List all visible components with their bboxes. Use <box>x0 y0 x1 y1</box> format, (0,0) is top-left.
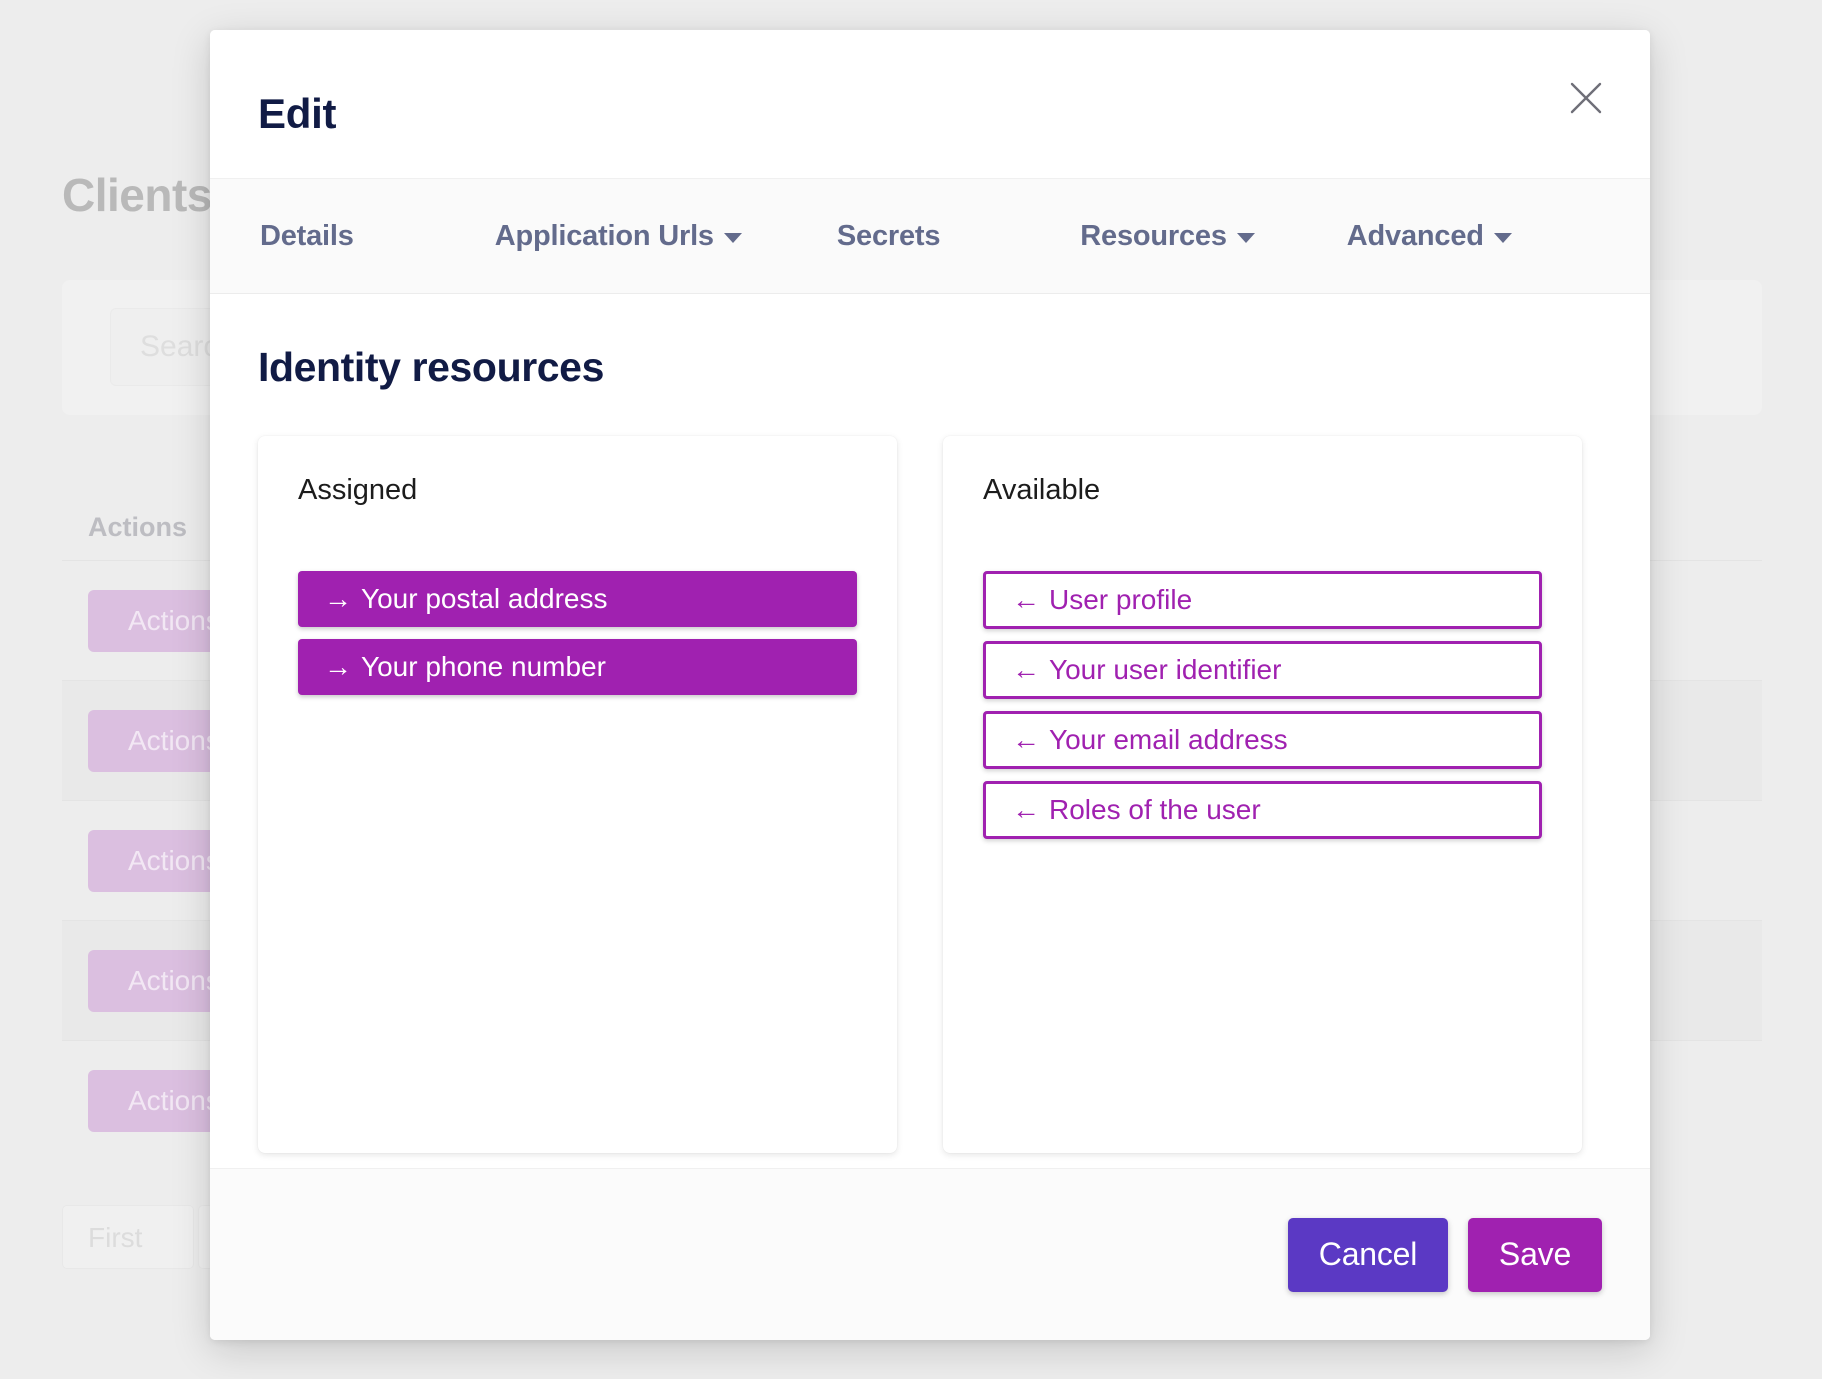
available-item-your-user-identifier[interactable]: ← Your user identifier <box>983 641 1542 699</box>
chevron-down-icon <box>723 233 742 243</box>
available-item-label: User profile <box>1049 584 1193 615</box>
arrow-right-icon: → <box>324 651 352 682</box>
arrow-left-icon: ← <box>1012 654 1040 685</box>
available-item-label: Your email address <box>1049 724 1288 755</box>
available-item-label: Your user identifier <box>1049 654 1282 685</box>
pagination-first-button[interactable] <box>62 1205 194 1269</box>
modal-footer: Cancel Save <box>210 1168 1650 1340</box>
assigned-list: → Your postal address → Your phone numbe… <box>298 571 857 695</box>
assigned-item-your-postal-address[interactable]: → Your postal address <box>298 571 857 627</box>
assigned-item-label: Your postal address <box>361 583 608 614</box>
available-item-roles-of-the-user[interactable]: ← Roles of the user <box>983 781 1542 839</box>
assigned-item-label: Your phone number <box>361 651 606 682</box>
assigned-panel: Assigned → Your postal address → Your ph… <box>258 436 897 1153</box>
resource-panels: Assigned → Your postal address → Your ph… <box>258 436 1602 1153</box>
chevron-down-icon <box>1236 233 1255 243</box>
row-actions-label: Actions <box>128 845 220 876</box>
cancel-button[interactable]: Cancel <box>1288 1217 1448 1292</box>
modal-title: Edit <box>258 90 337 137</box>
background-page-title: Clients <box>62 169 212 221</box>
tab-resources[interactable]: Resources <box>1080 220 1255 253</box>
modal-tabbar: Details Application Urls Secrets Resourc… <box>210 178 1650 294</box>
assigned-item-your-phone-number[interactable]: → Your phone number <box>298 639 857 695</box>
arrow-left-icon: ← <box>1012 724 1040 755</box>
available-list: ← User profile ← Your user identifier ← … <box>983 571 1542 839</box>
tab-details-label: Details <box>260 219 354 252</box>
row-actions-label: Actions <box>128 725 220 756</box>
available-item-your-email-address[interactable]: ← Your email address <box>983 711 1542 769</box>
save-button[interactable]: Save <box>1468 1217 1602 1292</box>
chevron-down-icon <box>1493 233 1512 243</box>
pagination-first-label: First <box>88 1222 143 1253</box>
modal-header: Edit <box>210 30 1650 178</box>
available-panel-title: Available <box>983 474 1101 506</box>
tab-secrets[interactable]: Secrets <box>836 219 941 253</box>
page-title: Identity resources <box>258 344 604 390</box>
tab-advanced-label: Advanced <box>1346 219 1484 252</box>
tab-advanced[interactable]: Advanced <box>1347 220 1512 253</box>
available-item-label: Roles of the user <box>1049 794 1261 825</box>
edit-modal: Edit Details Application Urls Secrets Re… <box>210 30 1650 1340</box>
tab-details[interactable]: Details <box>260 220 354 253</box>
available-item-user-profile[interactable]: ← User profile <box>983 571 1542 629</box>
tab-application-urls-label: Application Urls <box>494 219 714 252</box>
table-column-header-actions: Actions <box>88 512 188 542</box>
tab-secrets-label: Secrets <box>836 219 941 252</box>
available-panel: Available ← User profile ← Your user ide… <box>943 436 1582 1153</box>
assigned-panel-title: Assigned <box>298 474 418 506</box>
arrow-right-icon: → <box>324 583 352 614</box>
arrow-left-icon: ← <box>1012 794 1040 825</box>
close-icon[interactable] <box>1560 72 1612 124</box>
row-actions-label: Actions <box>128 965 220 996</box>
tab-application-urls[interactable]: Application Urls <box>495 220 742 253</box>
arrow-left-icon: ← <box>1012 584 1040 615</box>
row-actions-label: Actions <box>128 1085 220 1116</box>
row-actions-label: Actions <box>128 605 220 636</box>
modal-body: Identity resources Assigned → Your posta… <box>210 294 1650 1168</box>
tab-resources-label: Resources <box>1080 219 1227 252</box>
close-icon-glyph <box>1570 82 1602 114</box>
